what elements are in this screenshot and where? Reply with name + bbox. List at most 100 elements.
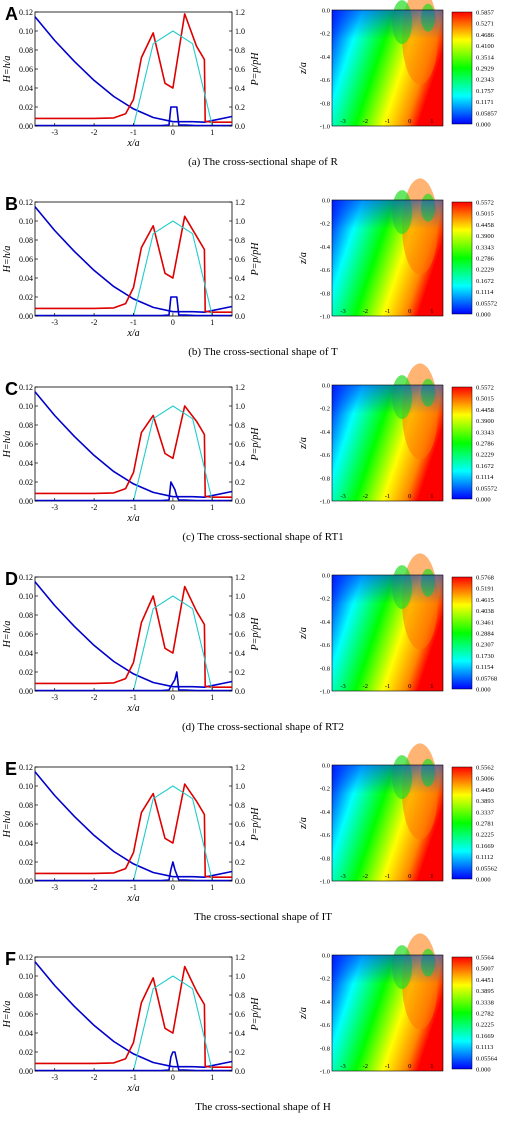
colorbar-label: 0.2781 <box>476 821 494 828</box>
panel-letter: B <box>5 194 18 214</box>
colorbar-label: 0.000 <box>476 877 491 884</box>
y-right-tick-label: 1.2 <box>235 198 245 207</box>
y-right-tick-label: 0.4 <box>235 649 245 658</box>
y-right-tick-label: 1.2 <box>235 573 245 582</box>
y-tick-label: -0.4 <box>320 429 331 436</box>
heatmap-surface-fade <box>332 765 443 881</box>
y-right-tick-label: 0.8 <box>235 991 245 1000</box>
y-right-tick-label: 1.0 <box>235 27 245 36</box>
y-right-tick-label: 1.2 <box>235 763 245 772</box>
y-tick-label: -0.6 <box>320 267 331 274</box>
colorbar-label: 0.3893 <box>476 798 494 805</box>
colorbar-label: 0.000 <box>476 1067 491 1074</box>
contour-plot: -3 -2 -1 0 1 0.0 -0.2 -0.4 -0.6 -0.8 -1.0 z/a 0.5572… <box>298 363 497 506</box>
colorbar-label: 0.1112 <box>476 854 493 861</box>
colorbar-label: 0.4686 <box>476 32 495 39</box>
y-left-tick-label: 0.12 <box>19 763 33 772</box>
x-tick-label: 1 <box>430 493 433 500</box>
heatmap-surface-fade <box>332 385 443 501</box>
y-left-tick-label: 0.12 <box>19 8 33 17</box>
x-tick-label: -1 <box>385 118 390 125</box>
y-left-axis-label: H=h/a <box>2 1001 13 1029</box>
x-tick-label: -3 <box>51 503 58 512</box>
x-tick-label: -1 <box>130 693 137 702</box>
panel-caption: The cross-sectional shape of IT <box>194 911 332 923</box>
plot-frame <box>331 574 444 692</box>
y-left-tick-label: 0.00 <box>19 312 33 321</box>
colorbar-label: 0.2229 <box>476 452 494 459</box>
colorbar-label: 0.3338 <box>476 999 494 1006</box>
y-left-tick-label: 0.04 <box>19 459 33 468</box>
y-right-tick-label: 0.4 <box>235 274 245 283</box>
panel-letter: F <box>5 949 16 969</box>
y-right-axis-label: P=p/pH <box>250 427 261 462</box>
series-line <box>132 785 213 882</box>
y-right-tick-label: 0.8 <box>235 801 245 810</box>
colorbar-label: 0.2786 <box>476 256 495 263</box>
y-left-tick-label: 0.08 <box>19 801 33 810</box>
y-left-axis-label: H=h/a <box>2 246 13 274</box>
colorbar-label: 0.1730 <box>476 653 494 660</box>
y-left-tick-label: 0.10 <box>19 592 33 601</box>
colorbar-label: 0.05564 <box>476 1055 498 1062</box>
colorbar-label: 0.1757 <box>476 88 495 95</box>
x-tick-label: 1 <box>430 1063 433 1070</box>
y-tick-label: -0.4 <box>320 999 331 1006</box>
x-tick-label: -3 <box>340 873 345 880</box>
y-left-tick-label: 0.04 <box>19 84 33 93</box>
x-tick-label: 1 <box>210 1073 214 1082</box>
colorbar-label: 0.3514 <box>476 54 495 61</box>
y-left-tick-label: 0.10 <box>19 217 33 226</box>
x-tick-label: 1 <box>430 308 433 315</box>
x-axis-label: x/a <box>126 1083 139 1094</box>
y-tick-label: -0.8 <box>320 100 330 107</box>
y-left-tick-label: 0.06 <box>19 440 33 449</box>
series-line <box>35 405 232 499</box>
y-right-tick-label: 0.4 <box>235 459 245 468</box>
y-axis-label: z/a <box>298 437 309 450</box>
y-right-tick-label: 1.2 <box>235 8 245 17</box>
profile-plot: -3 -2 -1 0 1 0.00 0.02 0.04 0.06 0.08 0.10 0.12 0.0 0… <box>2 383 261 524</box>
y-left-tick-label: 0.08 <box>19 421 33 430</box>
colorbar-label: 0.000 <box>476 122 491 129</box>
y-left-tick-label: 0.00 <box>19 122 33 131</box>
x-tick-label: -2 <box>363 873 368 880</box>
panel-caption: (d) The cross-sectional shape of RT2 <box>182 721 344 733</box>
series-line <box>34 771 233 879</box>
y-right-tick-label: 0.2 <box>235 1048 245 1057</box>
x-tick-label: -1 <box>130 503 137 512</box>
y-left-axis-label: H=h/a <box>2 56 13 84</box>
colorbar-label: 0.5562 <box>476 765 494 772</box>
y-right-axis-label: P=p/pH <box>250 807 261 842</box>
y-left-tick-label: 0.02 <box>19 858 33 867</box>
x-tick-label: -2 <box>363 308 368 315</box>
y-tick-label: -0.6 <box>320 452 331 459</box>
x-tick-label: -1 <box>385 308 390 315</box>
y-tick-label: 0.0 <box>322 953 330 960</box>
x-tick-label: -1 <box>385 683 390 690</box>
y-axis-label: z/a <box>298 1007 309 1020</box>
colorbar-label: 0.05768 <box>476 675 497 682</box>
y-right-tick-label: 0.4 <box>235 84 245 93</box>
y-axis-label: z/a <box>298 62 309 75</box>
y-right-tick-label: 0.0 <box>235 877 245 886</box>
x-tick-label: 0 <box>171 1073 175 1082</box>
x-tick-label: -3 <box>51 883 58 892</box>
y-tick-label: -1.0 <box>320 124 330 131</box>
y-left-tick-label: 0.12 <box>19 383 33 392</box>
x-tick-label: 1 <box>210 883 214 892</box>
colorbar-label: 0.05562 <box>476 865 497 872</box>
x-tick-label: 0 <box>171 128 175 137</box>
y-tick-label: 0.0 <box>322 763 330 770</box>
y-tick-label: -0.6 <box>320 832 331 839</box>
y-right-tick-label: 1.0 <box>235 402 245 411</box>
x-tick-label: 1 <box>210 503 214 512</box>
colorbar-label: 0.4451 <box>476 977 494 984</box>
colorbar <box>451 766 473 880</box>
y-right-axis-label: P=p/pH <box>250 52 261 87</box>
x-tick-label: -2 <box>363 118 368 125</box>
colorbar <box>451 576 473 690</box>
y-axis-label: z/a <box>298 252 309 265</box>
y-left-tick-label: 0.04 <box>19 649 33 658</box>
x-tick-label: -1 <box>130 318 137 327</box>
